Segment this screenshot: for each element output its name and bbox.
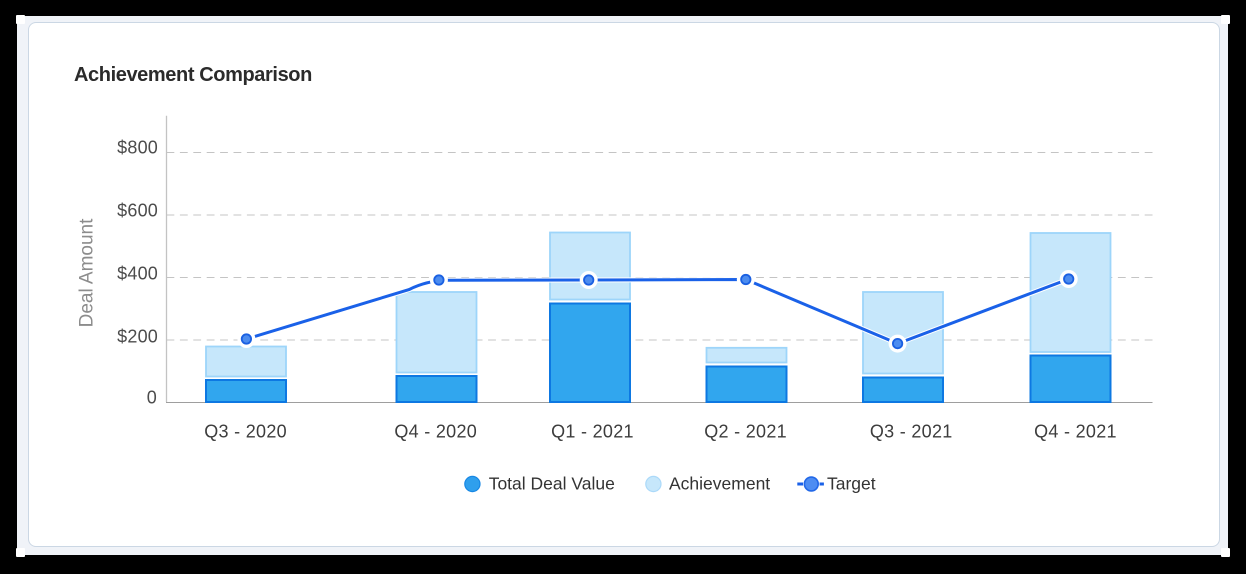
svg-text:$400: $400 (117, 264, 158, 284)
svg-text:0: 0 (147, 388, 157, 408)
svg-text:$200: $200 (117, 327, 158, 347)
svg-text:Total Deal Value: Total Deal Value (489, 474, 615, 494)
svg-text:$800: $800 (117, 138, 158, 158)
svg-text:Q1 - 2021: Q1 - 2021 (551, 422, 634, 442)
svg-text:Q4 - 2021: Q4 - 2021 (1034, 422, 1117, 442)
svg-text:$600: $600 (117, 201, 158, 221)
svg-text:Q2 - 2021: Q2 - 2021 (704, 422, 787, 442)
svg-text:Q3 - 2021: Q3 - 2021 (870, 422, 953, 442)
svg-text:Q4 - 2020: Q4 - 2020 (394, 422, 477, 442)
svg-text:Q3 - 2020: Q3 - 2020 (204, 422, 287, 442)
svg-text:Deal Amount: Deal Amount (77, 218, 98, 328)
svg-text:Achievement: Achievement (669, 474, 770, 494)
svg-text:Target: Target (827, 474, 876, 494)
